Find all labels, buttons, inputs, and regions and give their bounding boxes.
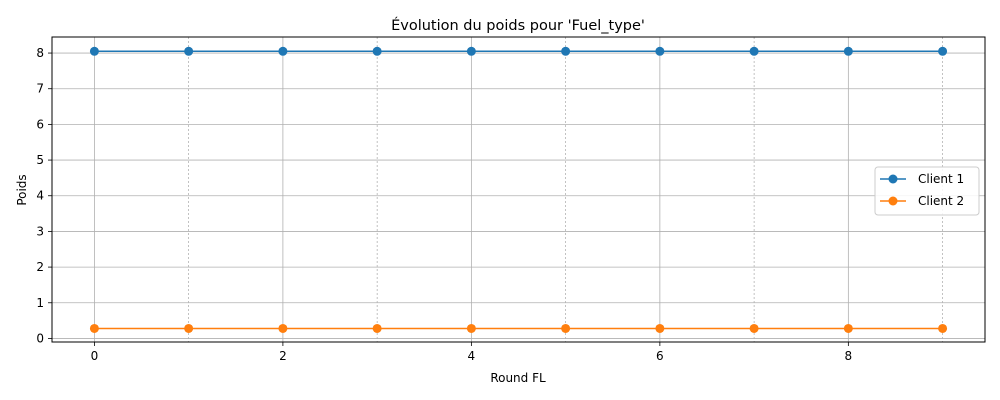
grid (52, 37, 985, 342)
y-tick-label: 0 (36, 331, 44, 345)
legend-label: Client 1 (918, 172, 964, 186)
plot-frame (51, 36, 986, 343)
data-point (184, 323, 194, 333)
y-tick-label: 8 (36, 46, 44, 60)
data-point (278, 323, 288, 333)
y-tick-label: 6 (36, 117, 44, 131)
y-axis-label: Poids (15, 174, 29, 205)
y-tick-label: 3 (36, 224, 44, 238)
y-tick-label: 2 (36, 260, 44, 274)
x-tick-label: 6 (656, 349, 664, 363)
x-tick-label: 2 (279, 349, 287, 363)
data-point (655, 46, 665, 56)
data-point (843, 323, 853, 333)
x-axis: 0 2 4 6 8 (91, 342, 853, 363)
y-axis: 0 1 2 3 4 5 6 7 8 (36, 46, 52, 345)
series-layer (89, 46, 948, 333)
y-tick-label: 5 (36, 153, 44, 167)
data-point (278, 46, 288, 56)
data-point (561, 46, 571, 56)
data-point (89, 46, 99, 56)
data-point (843, 46, 853, 56)
data-point (466, 46, 476, 56)
legend: Client 1 Client 2 (874, 166, 980, 216)
chart-title: Évolution du poids pour 'Fuel_type' (391, 17, 645, 34)
x-axis-label: Round FL (490, 371, 546, 385)
legend-marker (888, 196, 898, 206)
y-tick-label: 1 (36, 296, 44, 310)
data-point (184, 46, 194, 56)
data-point (938, 46, 948, 56)
x-tick-label: 4 (468, 349, 476, 363)
y-tick-label: 7 (36, 82, 44, 96)
data-point (89, 323, 99, 333)
legend-label: Client 2 (918, 194, 964, 208)
legend-marker (888, 174, 898, 184)
data-point (938, 323, 948, 333)
data-point (466, 323, 476, 333)
data-point (749, 323, 759, 333)
data-point (655, 323, 665, 333)
data-point (749, 46, 759, 56)
data-point (372, 323, 382, 333)
x-tick-label: 8 (845, 349, 853, 363)
data-point (372, 46, 382, 56)
y-tick-label: 4 (36, 189, 44, 203)
data-point (561, 323, 571, 333)
x-tick-label: 0 (91, 349, 99, 363)
